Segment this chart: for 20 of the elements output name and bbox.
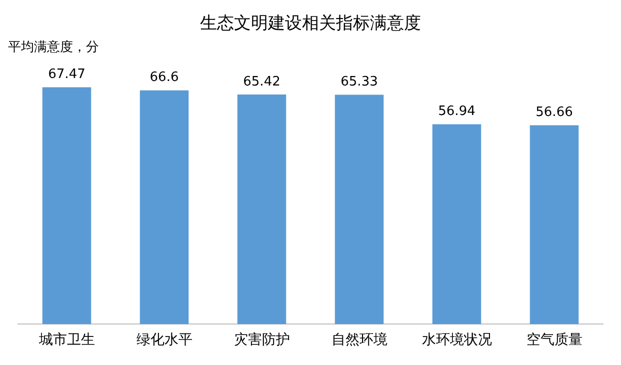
x-tick-label: 水环境状况 bbox=[422, 332, 492, 348]
data-label: 56.94 bbox=[438, 104, 476, 120]
y-axis-title: 平均满意度，分 bbox=[8, 39, 99, 56]
bar bbox=[42, 87, 92, 324]
bar bbox=[140, 90, 189, 324]
x-tick-label: 灾害防护 bbox=[234, 332, 290, 348]
x-tick-label: 自然环境 bbox=[331, 332, 388, 348]
x-tick-label: 绿化水平 bbox=[136, 332, 192, 348]
bar bbox=[432, 124, 482, 324]
data-label: 65.33 bbox=[340, 74, 378, 90]
bar bbox=[530, 125, 579, 324]
x-tick-label: 空气质量 bbox=[526, 332, 582, 348]
data-label: 66.6 bbox=[150, 70, 179, 86]
x-tick-label: 城市卫生 bbox=[38, 332, 95, 348]
bar bbox=[237, 94, 286, 324]
data-label: 56.66 bbox=[536, 105, 573, 120]
chart-title: 生态文明建设相关指标满意度 bbox=[200, 14, 421, 34]
bar bbox=[334, 94, 384, 324]
data-label: 65.42 bbox=[243, 74, 280, 90]
data-label: 67.47 bbox=[48, 67, 86, 82]
